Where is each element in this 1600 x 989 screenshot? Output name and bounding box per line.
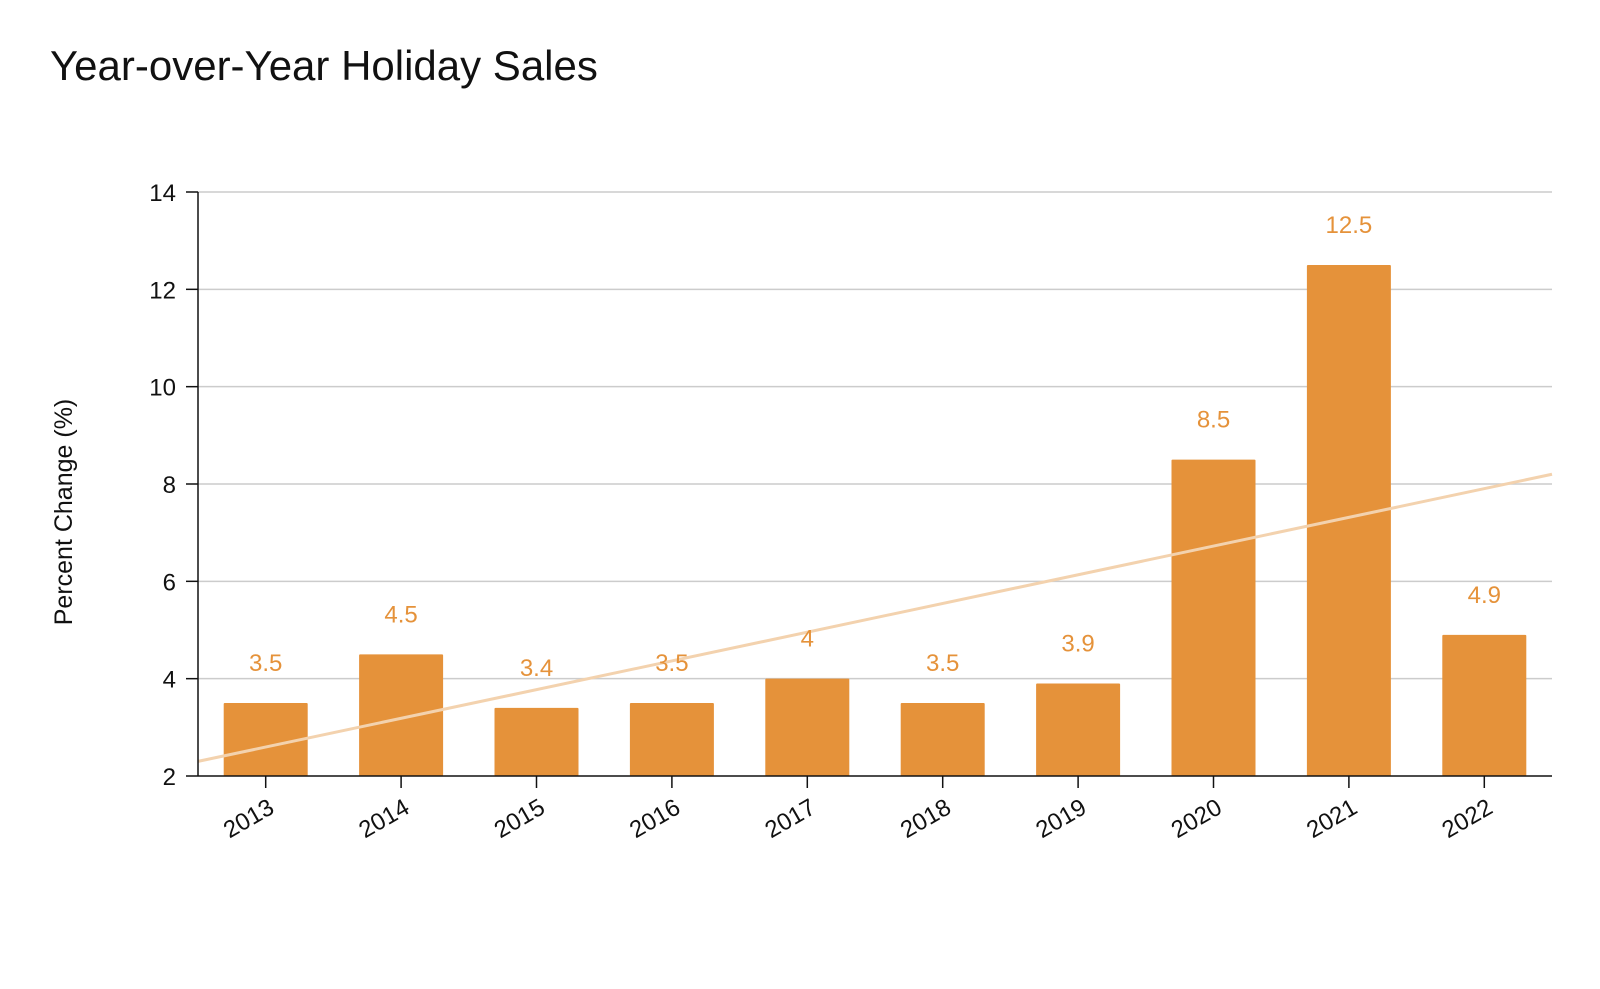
bar-2020 bbox=[1171, 459, 1256, 776]
y-tick-label: 2 bbox=[163, 764, 176, 791]
data-labels: 3.5 4.5 3.4 3.5 4 3.5 3.9 8.5 12.5 4.9 bbox=[249, 212, 1501, 682]
x-tick-label: 2021 bbox=[1302, 794, 1362, 844]
bar-2022 bbox=[1442, 634, 1527, 776]
x-tick-label: 2016 bbox=[625, 794, 685, 844]
bar-2018 bbox=[900, 703, 985, 776]
x-tick-label: 2013 bbox=[219, 794, 279, 844]
data-label-2021: 12.5 bbox=[1326, 212, 1373, 239]
x-tick-label: 2022 bbox=[1438, 794, 1498, 844]
data-label-2020: 8.5 bbox=[1197, 407, 1230, 434]
bar-2021 bbox=[1306, 265, 1391, 776]
y-tick-label: 12 bbox=[149, 277, 176, 304]
y-tick-label: 10 bbox=[149, 375, 176, 402]
y-tick-label: 4 bbox=[163, 667, 176, 694]
y-tick-label: 8 bbox=[163, 472, 176, 499]
y-axis-title: Percent Change (%) bbox=[50, 399, 78, 626]
x-tick-label: 2015 bbox=[490, 794, 550, 844]
data-label-2013: 3.5 bbox=[249, 650, 282, 677]
data-label-2014: 4.5 bbox=[384, 601, 417, 628]
bar-2014 bbox=[359, 654, 444, 776]
bar-2016 bbox=[629, 703, 714, 776]
bar-2015 bbox=[494, 707, 579, 776]
data-label-2022: 4.9 bbox=[1468, 582, 1501, 609]
x-tick-label: 2019 bbox=[1031, 794, 1091, 844]
trendline-layer bbox=[197, 472, 1553, 763]
y-tick-label: 14 bbox=[149, 180, 176, 207]
data-label-2019: 3.9 bbox=[1061, 631, 1094, 658]
trendline bbox=[197, 472, 1553, 763]
data-label-2017: 4 bbox=[801, 626, 814, 653]
chart-title: Year-over-Year Holiday Sales bbox=[50, 42, 598, 89]
data-label-2015: 3.4 bbox=[520, 655, 553, 682]
y-tick-label: 6 bbox=[163, 569, 176, 596]
x-tick-label: 2017 bbox=[761, 794, 821, 844]
data-label-2016: 3.5 bbox=[655, 650, 688, 677]
bar-2019 bbox=[1036, 683, 1121, 776]
bars bbox=[223, 265, 1527, 776]
bar-2017 bbox=[765, 678, 850, 776]
bar-2013 bbox=[223, 703, 308, 776]
x-tick-label: 2014 bbox=[354, 794, 414, 844]
x-tick-label: 2020 bbox=[1167, 794, 1227, 844]
x-tick-label: 2018 bbox=[896, 794, 956, 844]
data-label-2018: 3.5 bbox=[926, 650, 959, 677]
